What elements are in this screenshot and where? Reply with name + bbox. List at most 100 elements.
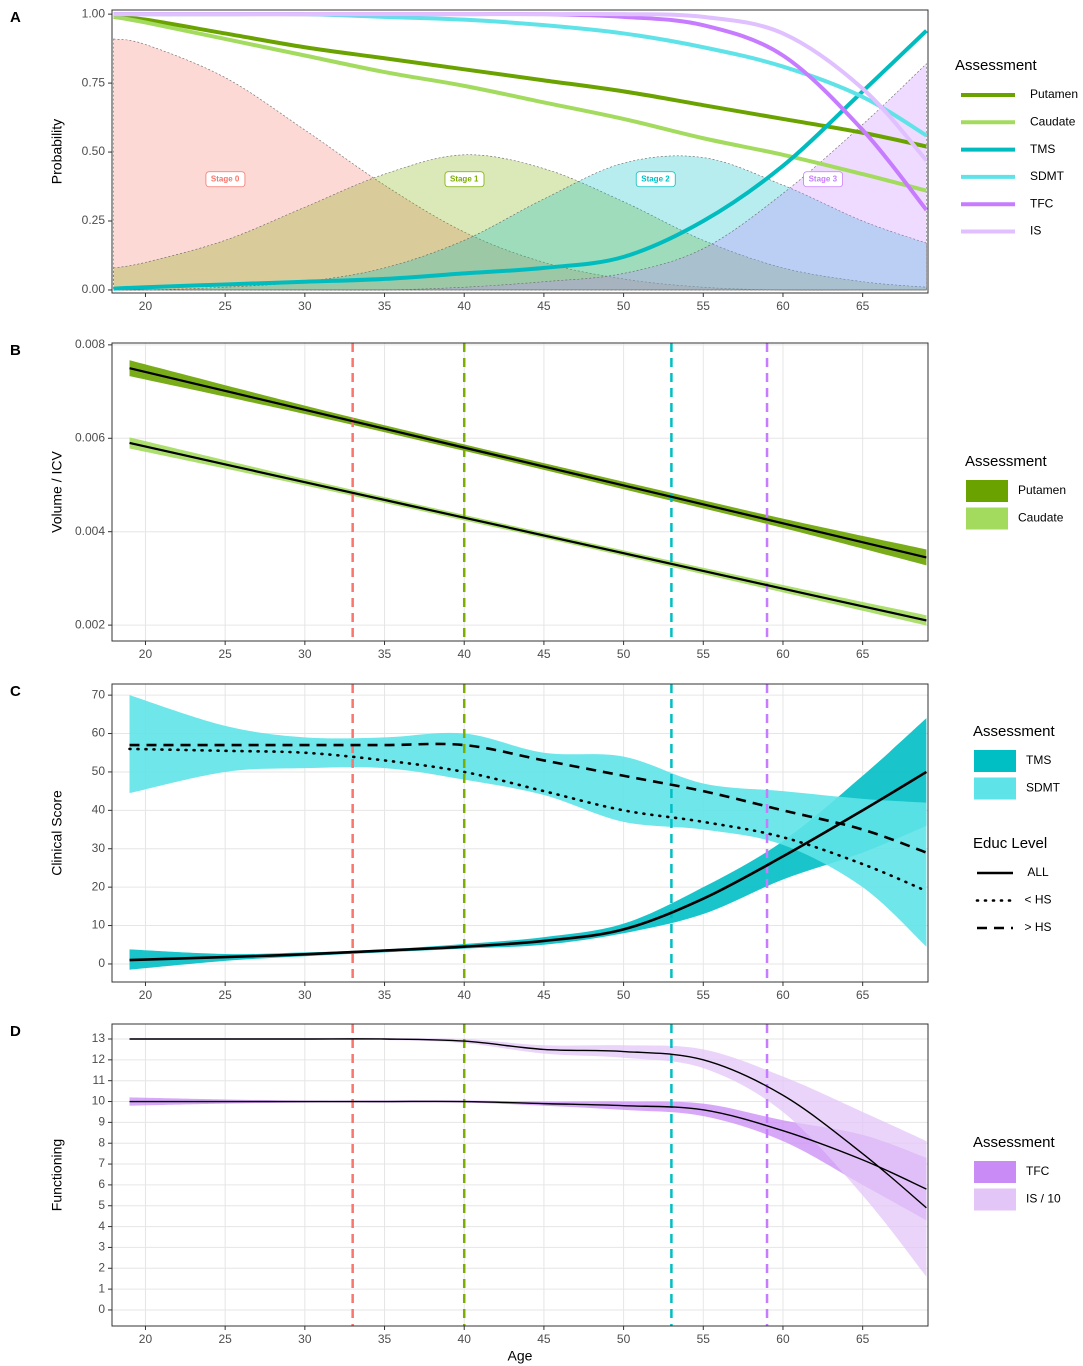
stage-area: [113, 154, 927, 291]
y-tick-label: 9: [98, 1115, 105, 1129]
series-line: [113, 14, 927, 193]
x-tick-label: 35: [378, 299, 392, 313]
legend-label: Caudate: [1030, 114, 1076, 128]
y-tick-label: 0.004: [75, 524, 105, 538]
y-tick-label: 4: [98, 1219, 105, 1233]
y-tick-label: 0.002: [75, 617, 105, 631]
y-tick-label: 0: [98, 1302, 105, 1316]
plot-background: [112, 1024, 928, 1326]
x-tick-label: 65: [856, 647, 870, 661]
y-tick-label: 70: [92, 687, 106, 701]
x-tick-label: 20: [139, 299, 153, 313]
y-tick-label: 6: [98, 1177, 105, 1191]
y-axis-title: Functioning: [49, 1139, 65, 1211]
legend-label: < HS: [1024, 893, 1051, 907]
panel-border: [111, 342, 929, 642]
x-tick-label: 25: [218, 988, 232, 1002]
y-tick-label: 10: [92, 918, 106, 932]
y-tick-label: 0.006: [75, 430, 105, 444]
series-line: [129, 1100, 927, 1190]
y-tick-label: 13: [92, 1031, 106, 1045]
x-tick-label: 20: [139, 1332, 153, 1346]
y-tick-label: 0.00: [82, 282, 106, 296]
x-tick-label: 40: [458, 299, 472, 313]
x-tick-label: 30: [298, 988, 312, 1002]
y-tick-label: 0.25: [82, 213, 106, 227]
legend-label: IS: [1030, 224, 1041, 238]
x-tick-label: 55: [697, 647, 711, 661]
x-axis-title: Age: [508, 1348, 533, 1364]
plot-background: [112, 10, 928, 293]
series-line: [113, 11, 928, 162]
series-line: [129, 441, 927, 622]
stage-label-box: [205, 171, 246, 188]
legend-key: [974, 750, 1016, 772]
panel-border: [111, 9, 929, 294]
x-tick-label: 30: [298, 647, 312, 661]
legend-key: [966, 507, 1008, 530]
stage-label: Stage 2: [641, 175, 670, 184]
legend-key: [974, 1161, 1016, 1183]
legend-label: Putamen: [1018, 483, 1066, 497]
x-tick-label: 65: [856, 988, 870, 1002]
stage-label: Stage 1: [450, 175, 479, 184]
y-tick-label: 12: [92, 1052, 106, 1066]
panel-tag: B: [10, 342, 21, 359]
y-axis-title: Probability: [49, 119, 65, 184]
x-tick-label: 30: [298, 1332, 312, 1346]
y-tick-label: 20: [92, 879, 106, 893]
x-tick-label: 35: [378, 647, 392, 661]
series-line: [129, 742, 927, 854]
legend-label: SDMT: [1026, 781, 1061, 795]
x-tick-label: 25: [218, 647, 232, 661]
x-tick-label: 45: [537, 1332, 551, 1346]
stage-area: [113, 155, 927, 291]
y-tick-label: 5: [98, 1198, 105, 1212]
y-tick-label: 2: [98, 1260, 105, 1274]
y-tick-label: 50: [92, 764, 106, 778]
legend-label: TMS: [1026, 753, 1051, 767]
legend-title: Assessment: [973, 1134, 1056, 1151]
series-line: [113, 29, 928, 291]
y-tick-label: 0.75: [82, 75, 106, 89]
stage-label-box: [444, 171, 485, 188]
x-tick-label: 50: [617, 988, 631, 1002]
y-tick-label: 0: [98, 956, 105, 970]
series-line: [128, 747, 928, 893]
y-tick-label: 3: [98, 1240, 105, 1254]
y-tick-label: 0.008: [75, 337, 105, 351]
stage-label: Stage 0: [211, 175, 240, 184]
y-tick-label: 60: [92, 726, 106, 740]
y-tick-label: 0.50: [82, 144, 106, 158]
y-axis-title: Clinical Score: [49, 790, 65, 876]
legend-key: [974, 777, 1016, 800]
x-tick-label: 35: [378, 1332, 392, 1346]
y-tick-label: 8: [98, 1135, 105, 1149]
x-tick-label: 65: [856, 1332, 870, 1346]
panel-tag: D: [10, 1023, 21, 1040]
series-line: [129, 1038, 927, 1209]
series-line: [129, 367, 927, 559]
legend-title: Assessment: [965, 453, 1048, 470]
panel-tag: C: [10, 683, 21, 700]
y-tick-label: 1.00: [82, 6, 106, 20]
y-tick-label: 1: [98, 1281, 105, 1295]
y-tick-label: 10: [92, 1094, 106, 1108]
legend-label: > HS: [1024, 920, 1051, 934]
x-tick-label: 60: [776, 988, 790, 1002]
x-tick-label: 40: [458, 1332, 472, 1346]
y-axis-title: Volume / ICV: [49, 450, 65, 532]
x-tick-label: 25: [218, 1332, 232, 1346]
series-line: [113, 14, 927, 149]
confidence-band: [129, 695, 927, 947]
stage-label-box: [803, 171, 843, 188]
x-tick-label: 60: [776, 299, 790, 313]
x-tick-label: 55: [697, 299, 711, 313]
legend-label: TFC: [1030, 196, 1054, 210]
x-tick-label: 50: [617, 299, 631, 313]
legend-label: Caudate: [1018, 511, 1064, 525]
panel-border: [111, 1023, 929, 1327]
legend-label: ALL: [1027, 865, 1049, 879]
y-tick-label: 40: [92, 803, 106, 817]
